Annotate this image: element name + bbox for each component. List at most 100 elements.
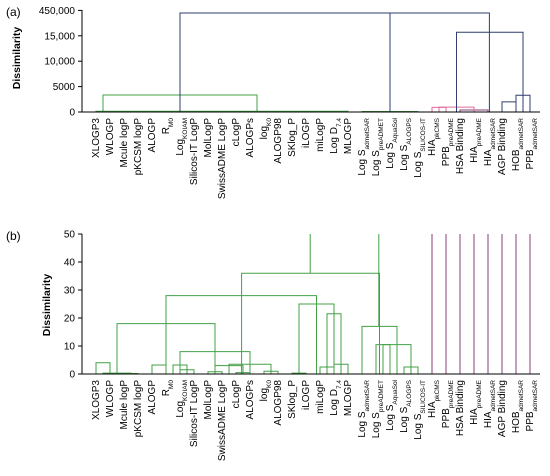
panel_b-leaf-label-base-6: Log bbox=[175, 401, 186, 418]
panel_b-leaf-label-base-30: HOB bbox=[511, 411, 522, 433]
panel_a-leaf-label-sub-6: KOIAM bbox=[182, 118, 189, 139]
panel_b-leaf-label-sub-22: ALOGPS bbox=[406, 379, 413, 406]
panel_a-leaf-label-base-21: Log S bbox=[385, 142, 396, 168]
panel_a-leaf-label-sub-23: SILICOS-IT bbox=[420, 118, 427, 152]
panel_b-leaf-label-20: Log SpreADMET bbox=[371, 380, 385, 438]
panel_b-leaf-label-base-28: HIA bbox=[483, 411, 494, 428]
panel_b-leaf-label-sub-12: K0 bbox=[266, 380, 273, 388]
panel_b-leaf-label-28: HIAadmetSAR bbox=[483, 380, 497, 428]
panel_b-tick-label-5: 50 bbox=[64, 230, 76, 241]
panel_a-leaf-label-10: cLogP bbox=[231, 118, 242, 147]
panel_b-leaf-label-6: LogKOIAM bbox=[175, 380, 189, 418]
panel_b-leaf-label-base-12: log bbox=[259, 388, 270, 401]
panel_a-leaf-label-25: PPBpreADME bbox=[441, 117, 455, 166]
panel_a-merge-6 bbox=[501, 101, 517, 112]
panel_a-leaf-label-3: pKCSM logP bbox=[133, 118, 144, 176]
panel_b-leaf-label-sub-21: AquaSol bbox=[392, 379, 399, 404]
panel-a-label: (a) bbox=[6, 5, 21, 19]
panel_a-leaf-label-30: HOBadmetSAR bbox=[511, 118, 525, 171]
panel_a-leaf-label-sub-30: admetSAR bbox=[518, 118, 525, 150]
panel_a-leaf-label-11: ALOGPs bbox=[245, 118, 256, 157]
panel_a-leaf-label-base-25: PPB bbox=[441, 146, 452, 166]
panel_a-leaf-label-16: miLogP bbox=[315, 118, 326, 152]
panel_b-leaf-label-base-27: HIA bbox=[469, 408, 480, 425]
panel_a-leaf-label-base-23: Log S bbox=[413, 151, 424, 177]
panel_b-leaf-label-sub-25: preADME bbox=[448, 379, 455, 408]
panel_b-leaf-label-18: MLOGP bbox=[343, 380, 354, 416]
panel_a-tick-label-1: 5000 bbox=[53, 82, 76, 93]
panel-a-leaf-labels: XLOGP3 WLOGP Mcule logP pKCSM logP ALOGP RM0L… bbox=[91, 117, 539, 199]
panel_a-leaf-label-28: HIAadmetSAR bbox=[483, 118, 497, 166]
panel_b-leaf-label-base-22: Log S bbox=[399, 406, 410, 432]
panel_b-leaf-label-29: AGP Binding bbox=[497, 380, 508, 437]
panel_b-leaf-label-base-19: Log S bbox=[357, 411, 368, 437]
panel_b-leaf-label-19: Log SadmetSAR bbox=[357, 380, 371, 438]
panel_b-tick-label-3: 30 bbox=[64, 286, 76, 297]
panel_b-leaf-label-sub-30: admetSAR bbox=[518, 380, 525, 412]
panel_b-tick-label-4: 40 bbox=[64, 258, 76, 269]
panel_b-leaf-label-sub-19: admetSAR bbox=[364, 380, 371, 412]
panel_b-leaf-label-base-23: Log S bbox=[413, 413, 424, 439]
panel_b-leaf-label-sub-24: pkCMS bbox=[434, 379, 441, 401]
panel_a-merge-9 bbox=[179, 12, 490, 112]
panel_a-tick-label-3: 15,000 bbox=[44, 31, 75, 42]
panel-b: (b) Dissimilarity 0 10 20 30 40 50 XLOGP3 WLOG… bbox=[6, 229, 540, 461]
panel_b-leaf-label-base-31: PPB bbox=[525, 411, 536, 431]
panel_a-leaf-label-17: Log D7.4 bbox=[329, 118, 343, 154]
panel_a-leaf-label-base-5: R bbox=[161, 127, 172, 134]
panel_a-leaf-label-sub-19: admetSAR bbox=[364, 118, 371, 150]
panel_a-leaf-label-6: LogKOIAM bbox=[175, 118, 189, 156]
panel_a-leaf-label-20: Log SpreADMET bbox=[371, 118, 385, 176]
panel_b-leaf-label-27: HIApreADME bbox=[469, 379, 483, 425]
panel_a-leaf-label-31: PPBadmetSAR bbox=[525, 118, 539, 170]
panel_a-leaf-label-18: MLOGP bbox=[343, 118, 354, 154]
panel_a-leaf-label-8: MolLogP bbox=[203, 118, 214, 158]
panel_b-leaf-label-1: WLOGP bbox=[105, 380, 116, 418]
panel_b-leaf-label-2: Mcule logP bbox=[119, 380, 130, 430]
panel_b-leaf-label-0: XLOGP3 bbox=[91, 380, 102, 420]
panel_b-merge-0 bbox=[95, 362, 111, 374]
panel_b-leaf-label-sub-17: 7.4 bbox=[336, 380, 343, 389]
panel-b-branches bbox=[95, 234, 531, 374]
panel_a-leaf-label-sub-31: admetSAR bbox=[532, 118, 539, 150]
panel_a-leaf-label-sub-20: preADMET bbox=[378, 118, 385, 150]
panel_b-leaf-label-11: ALOGPs bbox=[245, 380, 256, 419]
panel_b-leaf-label-sub-28: admetSAR bbox=[490, 380, 497, 412]
panel_a-leaf-label-base-31: PPB bbox=[525, 149, 536, 169]
panel_a-leaf-label-base-12: log bbox=[259, 126, 270, 139]
panel_b-tick-label-0: 0 bbox=[69, 370, 75, 381]
panel_b-leaf-label-sub-31: admetSAR bbox=[532, 380, 539, 412]
panel_b-leaf-label-16: miLogP bbox=[315, 380, 326, 414]
panel_b-leaf-label-22: Log SALOGPS bbox=[399, 379, 413, 433]
panel_b-leaf-label-sub-23: SILICOS-IT bbox=[420, 380, 427, 414]
panel_b-leaf-label-base-21: Log S bbox=[385, 404, 396, 430]
panel_b-leaf-label-5: RM0 bbox=[161, 380, 175, 397]
panel_b-leaf-label-base-24: HIA bbox=[427, 401, 438, 418]
panel_b-leaf-label-4: ALOGP bbox=[147, 380, 158, 415]
panel_a-leaf-label-sub-5: M0 bbox=[168, 118, 175, 127]
panel_a-leaf-label-4: ALOGP bbox=[147, 118, 158, 153]
panel-a: (a) Dissimilarity 0 5000 10,000 15,000 450,0… bbox=[6, 5, 540, 199]
panel_b-leaf-label-31: PPBadmetSAR bbox=[525, 380, 539, 432]
panel_a-leaf-label-base-24: HIA bbox=[427, 139, 438, 156]
panel_b-leaf-label-sub-6: KOIAM bbox=[182, 380, 189, 401]
panel_a-leaf-label-sub-24: pkCMS bbox=[434, 117, 441, 139]
panel_a-leaf-label-14: SKlog_P bbox=[287, 118, 298, 157]
panel_a-leaf-label-base-6: Log bbox=[175, 139, 186, 156]
panel_b-leaf-label-24: HIApkCMS bbox=[427, 379, 441, 418]
panel_b-leaf-label-base-25: PPB bbox=[441, 408, 452, 428]
panel_a-leaf-label-sub-12: K0 bbox=[266, 118, 273, 126]
panel-b-ticks: 0 10 20 30 40 50 bbox=[64, 230, 82, 381]
panel_a-leaf-label-sub-27: preADME bbox=[476, 117, 483, 146]
panel_b-leaf-label-17: Log D7.4 bbox=[329, 380, 343, 416]
panel_b-leaf-label-sub-5: M0 bbox=[168, 380, 175, 389]
panel_b-leaf-label-25: PPBpreADME bbox=[441, 379, 455, 428]
panel_a-leaf-label-base-30: HOB bbox=[511, 149, 522, 171]
panel_a-leaf-label-base-28: HIA bbox=[483, 149, 494, 166]
panel_a-leaf-label-base-20: Log S bbox=[371, 150, 382, 176]
panel_a-tick-label-4: 450,000 bbox=[39, 6, 76, 17]
panel_a-leaf-label-sub-22: ALOGPS bbox=[406, 117, 413, 144]
panel_a-tick-label-2: 10,000 bbox=[44, 57, 75, 68]
panel_b-leaf-label-21: Log SAquaSol bbox=[385, 379, 399, 430]
panel_b-merge-23 bbox=[241, 272, 380, 374]
